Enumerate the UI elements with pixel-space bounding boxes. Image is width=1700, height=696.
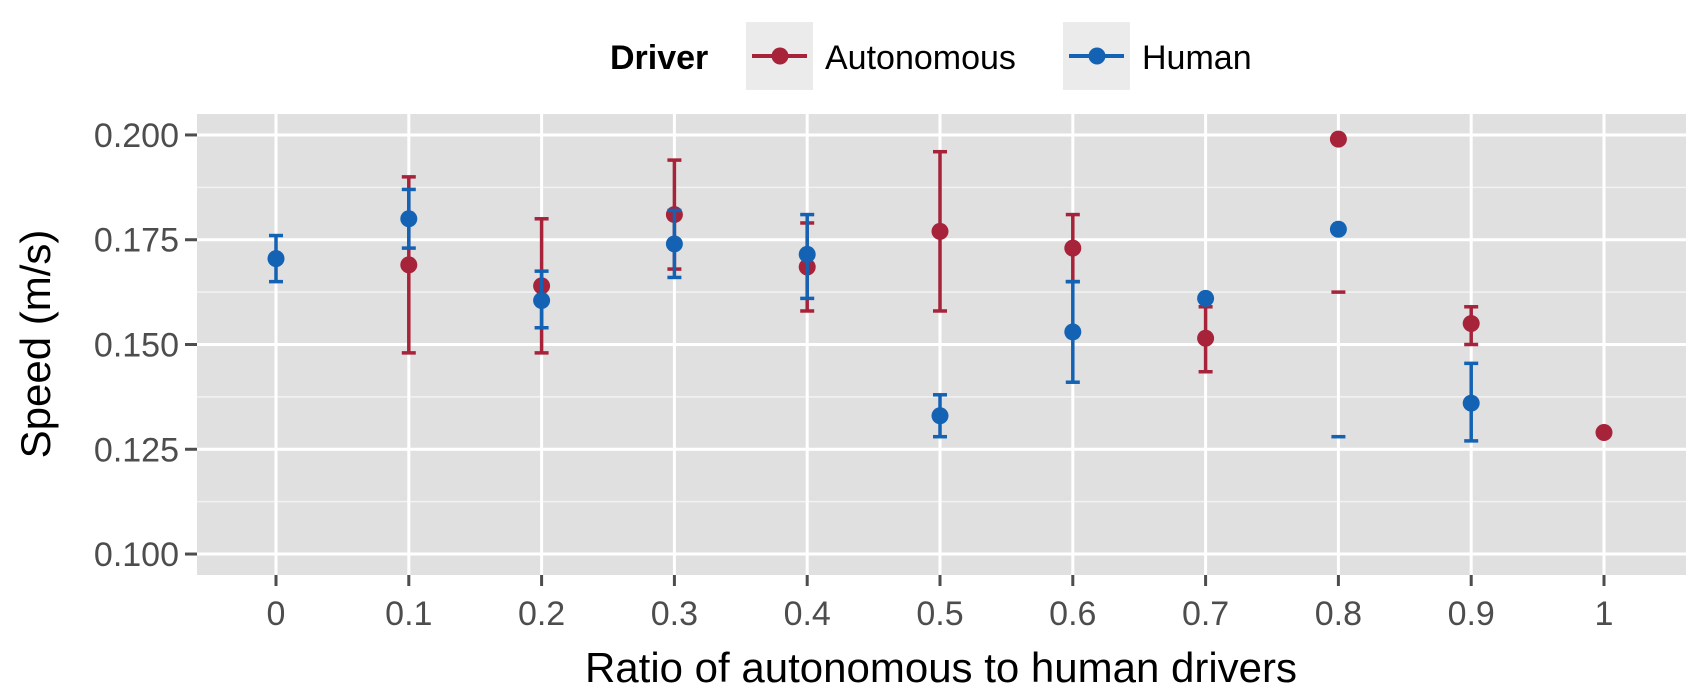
x-tick-label: 0.4 [784,595,831,633]
legend-marker-autonomous [771,47,789,65]
data-point-human [1462,394,1480,412]
data-point-autonomous [1462,315,1480,333]
x-axis-title: Ratio of autonomous to human drivers [585,644,1297,691]
data-point-human [931,407,949,425]
legend-marker-human [1088,47,1106,65]
legend-item-autonomous: Autonomous [746,22,1016,90]
x-tick-label: 0.9 [1448,595,1495,633]
x-tick-label: 0.8 [1315,595,1362,633]
x-tick-label: 0.6 [1049,595,1096,633]
data-point-autonomous [400,256,418,274]
data-point-human [665,235,683,253]
data-point-human [267,250,285,268]
y-axis: 0.100 0.125 0.150 0.175 0.200 [94,117,197,574]
data-point-autonomous [1595,424,1613,442]
x-tick-label: 0 [267,595,286,633]
data-point-human [1329,220,1347,238]
y-tick-label: 0.150 [94,327,179,365]
data-point-human [400,210,418,228]
x-tick-label: 0.1 [385,595,432,633]
data-point-human [1064,323,1082,341]
y-tick-label: 0.175 [94,222,179,260]
data-point-human [1197,289,1215,307]
data-point-autonomous [931,222,949,240]
x-tick-label: 0.2 [518,595,565,633]
data-point-autonomous [1329,130,1347,148]
x-tick-label: 0.5 [916,595,963,633]
y-axis-title: Speed (m/s) [12,230,59,459]
y-tick-label: 0.125 [94,431,179,469]
data-point-autonomous [1064,239,1082,257]
legend-title: Driver [610,39,708,77]
series-layer [267,130,1613,443]
series-human [267,187,1480,443]
data-point-autonomous [1197,329,1215,347]
x-tick-label: 0.7 [1182,595,1229,633]
y-tick-label: 0.200 [94,117,179,155]
legend-item-human: Human [1063,22,1252,90]
legend-label-human: Human [1142,39,1252,77]
x-tick-label: 1 [1595,595,1614,633]
legend-label-autonomous: Autonomous [825,39,1016,77]
x-tick-label: 0.3 [651,595,698,633]
legend: Driver Autonomous Human [610,22,1252,90]
y-tick-label: 0.100 [94,536,179,574]
data-point-human [798,245,816,263]
x-axis: 0 0.1 0.2 0.3 0.4 0.5 0.6 0.7 0.8 0.9 1 [267,575,1614,633]
data-point-human [533,291,551,309]
